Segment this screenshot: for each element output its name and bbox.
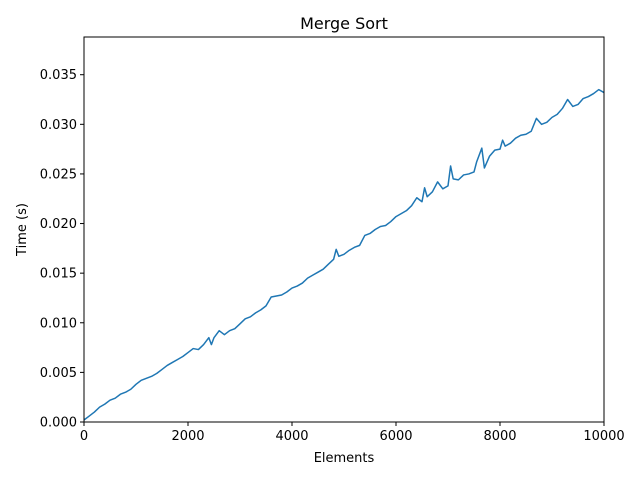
x-tick-label: 2000 bbox=[171, 429, 204, 444]
y-tick-label: 0.035 bbox=[40, 68, 77, 83]
x-tick-label: 0 bbox=[80, 429, 88, 444]
plot-area bbox=[84, 37, 604, 422]
x-tick-label: 4000 bbox=[275, 429, 308, 444]
x-tick-label: 6000 bbox=[379, 429, 412, 444]
y-tick-label: 0.020 bbox=[40, 217, 77, 232]
y-axis-ticks: 0.000 0.005 0.010 0.015 0.020 0.025 0.030 0.035 bbox=[40, 68, 84, 431]
x-axis-label: Elements bbox=[314, 451, 375, 466]
y-tick-label: 0.000 bbox=[40, 416, 77, 431]
x-tick-label: 8000 bbox=[483, 429, 516, 444]
y-tick-label: 0.010 bbox=[40, 316, 77, 331]
x-tick-label: 10000 bbox=[583, 429, 624, 444]
y-axis-label: Time (s) bbox=[15, 203, 30, 257]
y-tick-label: 0.005 bbox=[40, 366, 77, 381]
y-tick-label: 0.015 bbox=[40, 267, 77, 282]
x-axis-ticks: 0 2000 4000 6000 8000 10000 bbox=[80, 422, 625, 444]
y-tick-label: 0.025 bbox=[40, 167, 77, 182]
y-tick-label: 0.030 bbox=[40, 118, 77, 133]
series-line-0 bbox=[83, 88, 605, 421]
axes-frame bbox=[83, 36, 605, 423]
series-layer bbox=[83, 88, 605, 421]
chart-title: Merge Sort bbox=[300, 14, 388, 33]
